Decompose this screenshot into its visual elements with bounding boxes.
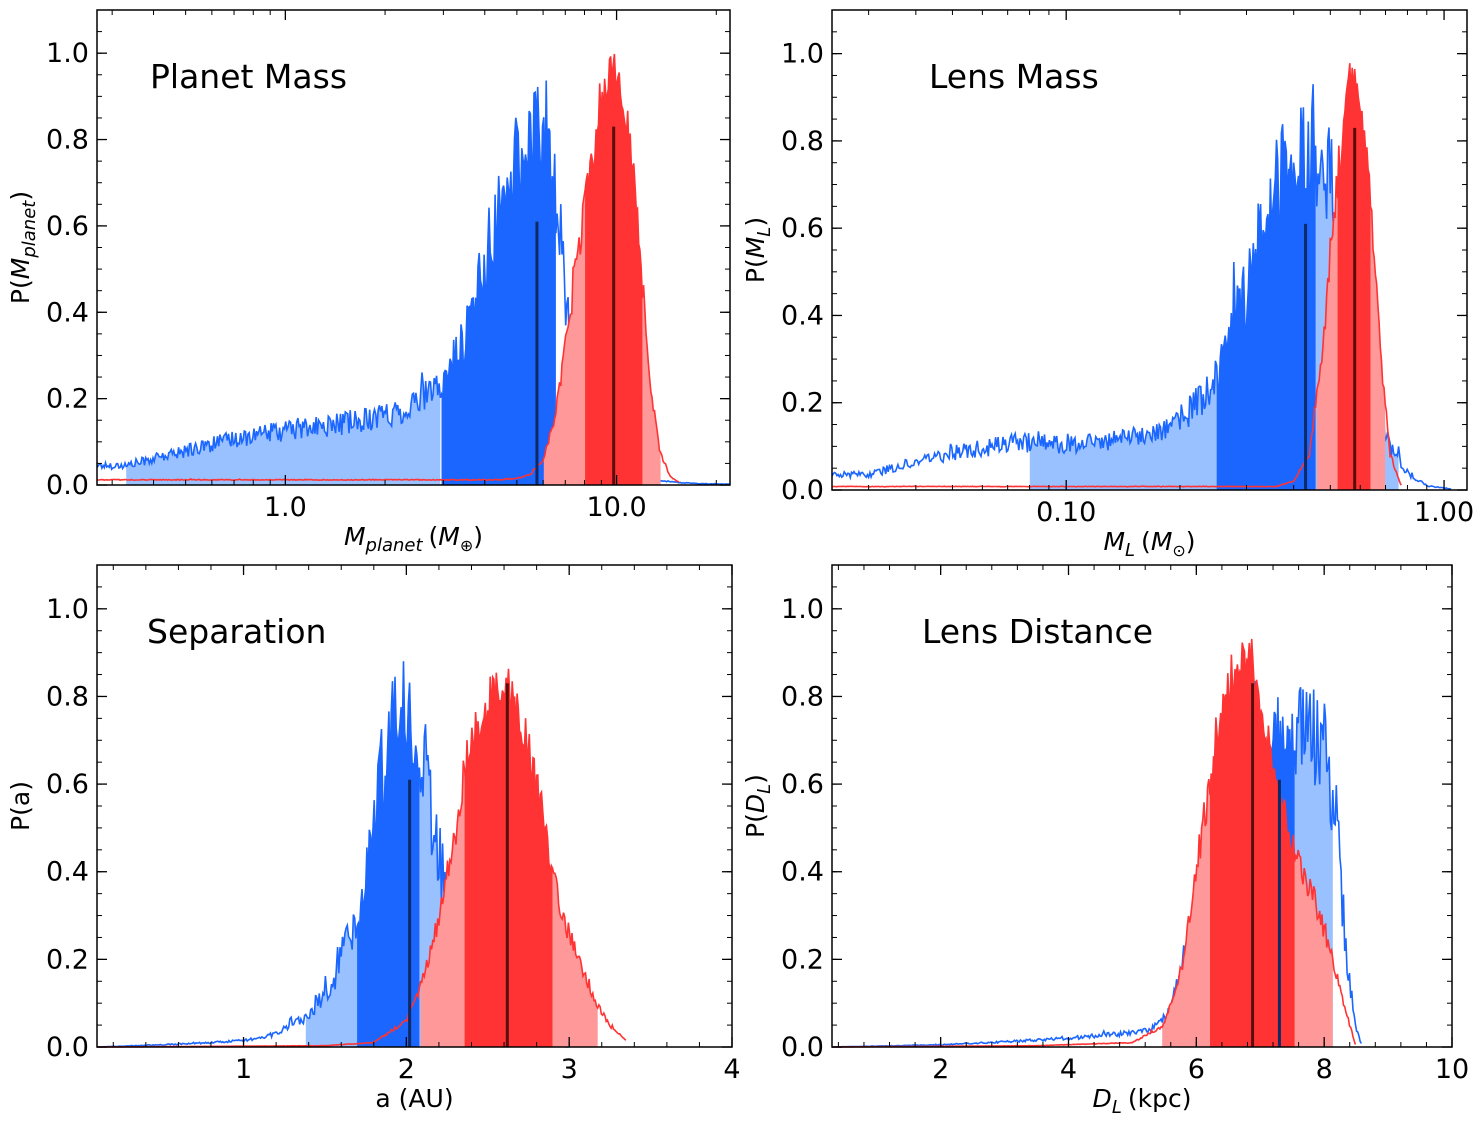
x-label-main: M bbox=[1103, 527, 1125, 556]
y-label-main: M bbox=[6, 258, 35, 280]
x-label-close: ) bbox=[1186, 527, 1196, 556]
y-label-sub: planet bbox=[19, 200, 40, 259]
x-label-sub: L bbox=[1125, 540, 1135, 561]
x-tick-label: 1 bbox=[235, 1054, 252, 1085]
y-tick-label: 0.6 bbox=[781, 769, 824, 800]
y-label-sub: L bbox=[754, 784, 775, 794]
y-tick-label: 0.4 bbox=[46, 857, 89, 888]
y-tick-label: 0.8 bbox=[46, 681, 89, 712]
x-tick-label: 2 bbox=[932, 1054, 949, 1085]
y-tick-label: 0.2 bbox=[46, 944, 89, 975]
x-label-unit-symbol: M bbox=[438, 522, 460, 551]
chart-panel-separation: 0.0 0.2 0.4 0.6 0.8 1.0 1 2 3 4 Separation a (AU) P(… bbox=[0, 561, 742, 1122]
x-tick-label: 1.0 bbox=[264, 492, 307, 523]
y-tick-label: 0.2 bbox=[46, 384, 89, 415]
x-label-sub: L bbox=[1112, 1097, 1122, 1118]
x-tick-label: 10.0 bbox=[587, 492, 647, 523]
chart-panel-planet-mass: 0.0 0.2 0.4 0.6 0.8 1.0 1.0 10.0 Planet Mass Mpla… bbox=[0, 0, 742, 561]
x-axis-label: DL (kpc) bbox=[1093, 1084, 1192, 1118]
chart-panel-lens-distance: 0.0 0.2 0.4 0.6 0.8 1.0 2 4 6 8 10 Lens Distance DL(… bbox=[741, 561, 1484, 1122]
panel-title: Lens Mass bbox=[929, 57, 1099, 96]
chart-panel-lens-mass: 0.0 0.2 0.4 0.6 0.8 1.0 0.10 1.00 Lens Mass ML (M⊙… bbox=[741, 0, 1484, 561]
y-tick-label: 0.8 bbox=[46, 125, 89, 156]
y-tick-label: 1.0 bbox=[46, 594, 89, 625]
y-label-prefix: P( bbox=[742, 813, 770, 838]
x-tick-label: 0.10 bbox=[1036, 497, 1096, 528]
x-label-unit: (kpc) bbox=[1128, 1084, 1192, 1113]
y-tick-label: 0.0 bbox=[46, 470, 89, 501]
y-label-close: ) bbox=[742, 774, 770, 784]
plot-area bbox=[96, 53, 730, 486]
panel-title: Separation bbox=[147, 612, 326, 651]
chart-svg: 0.0 0.2 0.4 0.6 0.8 1.0 1.0 10.0 Planet Mass Mpla… bbox=[6, 9, 731, 556]
x-label-unit-symbol: M bbox=[1151, 527, 1173, 556]
x-label-unit-sub: ⊕ bbox=[460, 536, 473, 555]
y-label-sub: L bbox=[754, 227, 775, 237]
chart-svg: 0.0 0.2 0.4 0.6 0.8 1.0 1 2 3 4 Separation a (AU) P(… bbox=[6, 564, 741, 1113]
y-tick-label: 0.6 bbox=[46, 211, 89, 242]
x-tick-label: 4 bbox=[1060, 1054, 1077, 1085]
x-tick-label: 8 bbox=[1316, 1054, 1333, 1085]
y-tick-label: 0.2 bbox=[781, 944, 824, 975]
y-tick-label: 0.8 bbox=[781, 126, 824, 157]
x-label-unit: ( bbox=[429, 522, 439, 551]
plot-area bbox=[831, 63, 1452, 490]
y-tick-label: 0.0 bbox=[46, 1032, 89, 1063]
panel-title: Planet Mass bbox=[150, 57, 347, 96]
x-tick-label: 1.00 bbox=[1414, 497, 1474, 528]
y-label-main: M bbox=[742, 237, 770, 259]
x-tick-label: 3 bbox=[561, 1054, 578, 1085]
x-tick-label: 6 bbox=[1188, 1054, 1205, 1085]
y-label-main: D bbox=[742, 794, 770, 813]
y-tick-label: 0.6 bbox=[46, 769, 89, 800]
x-label-unit: ( bbox=[1141, 527, 1151, 556]
panel-title: Lens Distance bbox=[922, 612, 1153, 651]
y-label-prefix: P( bbox=[742, 258, 770, 283]
blue-inner-band bbox=[357, 661, 420, 1047]
x-tick-label: 10 bbox=[1435, 1054, 1469, 1085]
y-label-close: ) bbox=[742, 217, 770, 227]
y-tick-label: 1.0 bbox=[781, 594, 824, 625]
y-axis-label: P(Mplanet) bbox=[6, 191, 40, 304]
y-tick-label: 0.0 bbox=[781, 1032, 824, 1063]
plot-area bbox=[97, 661, 627, 1048]
y-tick-label: 1.0 bbox=[781, 39, 824, 70]
y-tick-label: 0.6 bbox=[781, 213, 824, 244]
y-axis-label: P(a) bbox=[6, 781, 35, 831]
y-axis-label: P(ML) bbox=[742, 217, 775, 283]
x-label-sub: planet bbox=[365, 535, 424, 556]
red-series-line bbox=[97, 53, 680, 483]
blue-inner-band bbox=[1216, 84, 1316, 490]
y-tick-label: 0.8 bbox=[781, 681, 824, 712]
y-tick-label: 0.4 bbox=[46, 297, 89, 328]
x-axis-label: Mplanet (M⊕) bbox=[344, 522, 483, 556]
x-label-main: M bbox=[344, 522, 366, 551]
x-tick-label: 4 bbox=[723, 1054, 740, 1085]
blue-inner-band bbox=[441, 80, 556, 485]
x-label-main: D bbox=[1093, 1084, 1112, 1113]
y-tick-label: 0.0 bbox=[781, 475, 824, 506]
x-tick-label: 2 bbox=[398, 1054, 415, 1085]
plot-area bbox=[832, 638, 1363, 1048]
y-tick-label: 0.4 bbox=[781, 857, 824, 888]
y-label-close: ) bbox=[6, 191, 35, 201]
x-label-close: ) bbox=[473, 522, 483, 551]
y-axis-label: P(DL) bbox=[742, 774, 775, 838]
y-tick-label: 0.2 bbox=[781, 388, 824, 419]
x-label-main: a (AU) bbox=[375, 1084, 453, 1113]
blue-series-line bbox=[832, 681, 1363, 1048]
y-label-prefix: P( bbox=[6, 279, 35, 304]
y-tick-label: 0.4 bbox=[781, 300, 824, 331]
x-axis-label: ML (M⊙) bbox=[1103, 527, 1195, 561]
x-label-unit-sub: ⊙ bbox=[1172, 541, 1185, 560]
y-tick-label: 1.0 bbox=[46, 38, 89, 69]
x-axis-label: a (AU) bbox=[375, 1084, 453, 1113]
